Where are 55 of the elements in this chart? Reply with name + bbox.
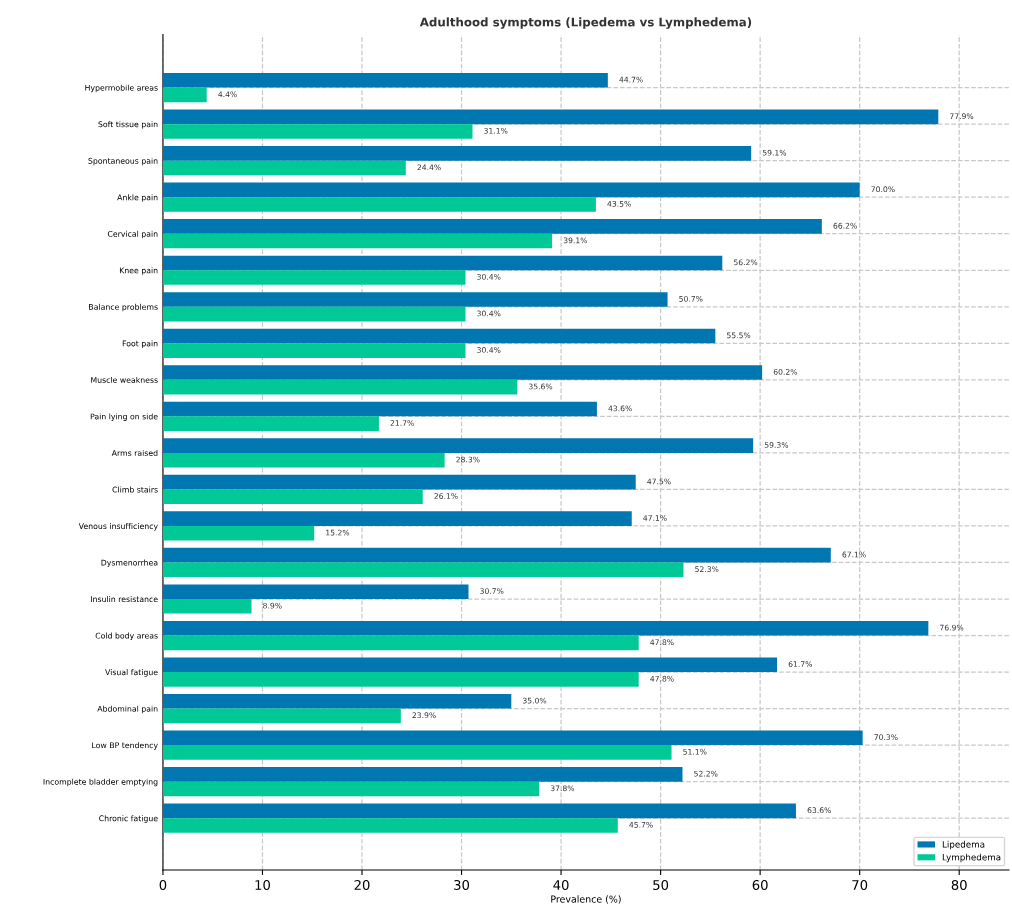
bar xyxy=(162,525,315,541)
bar xyxy=(162,657,778,673)
x-tick-label: 10 xyxy=(255,880,270,890)
x-tick-label: 40 xyxy=(553,880,569,890)
bar xyxy=(162,233,553,249)
bar xyxy=(162,635,639,651)
x-tick-label: 60 xyxy=(752,880,768,890)
x-axis-title: Prevalence (%) xyxy=(551,895,621,904)
bar xyxy=(162,379,518,395)
x-tick-label: 20 xyxy=(354,880,370,890)
bar xyxy=(162,146,752,161)
bar xyxy=(162,124,473,139)
bar xyxy=(162,438,754,453)
bar xyxy=(162,620,929,636)
bar xyxy=(162,416,379,431)
bar xyxy=(162,401,597,417)
bar xyxy=(162,730,863,746)
x-tick-label: 70 xyxy=(852,880,868,890)
bar xyxy=(162,767,683,782)
bar xyxy=(162,73,608,88)
bar xyxy=(162,584,469,600)
bar xyxy=(162,452,445,468)
bar xyxy=(162,818,618,833)
bar xyxy=(162,306,466,322)
bar xyxy=(162,182,860,198)
x-tick-label: 80 xyxy=(951,880,967,890)
bar xyxy=(162,547,831,563)
bar xyxy=(162,511,632,526)
bar xyxy=(162,803,796,819)
bar xyxy=(162,197,596,212)
bar xyxy=(162,781,540,797)
bar xyxy=(162,365,763,380)
chart-title: Adulthood symptoms (Lipedema vs Lymphedema) xyxy=(419,17,752,29)
bar xyxy=(162,87,207,103)
bar xyxy=(162,292,668,307)
bar xyxy=(162,708,401,724)
x-tick-label: 30 xyxy=(454,880,470,890)
bar xyxy=(162,672,639,687)
bar xyxy=(162,343,466,358)
bar xyxy=(162,745,672,760)
bar xyxy=(162,219,822,234)
x-tick-label: 0 xyxy=(159,880,167,890)
bar xyxy=(162,328,716,344)
legend-label: Lymphedema xyxy=(942,853,1001,863)
bar xyxy=(162,109,939,125)
bar xyxy=(162,255,723,271)
bar xyxy=(162,270,466,285)
bar xyxy=(162,693,512,709)
bar xyxy=(162,562,684,578)
bar xyxy=(162,599,252,614)
bar xyxy=(162,160,406,176)
bar xyxy=(162,489,423,505)
legend-label: Lipedema xyxy=(942,840,985,850)
bar xyxy=(162,474,636,490)
x-tick-label: 50 xyxy=(653,880,669,890)
